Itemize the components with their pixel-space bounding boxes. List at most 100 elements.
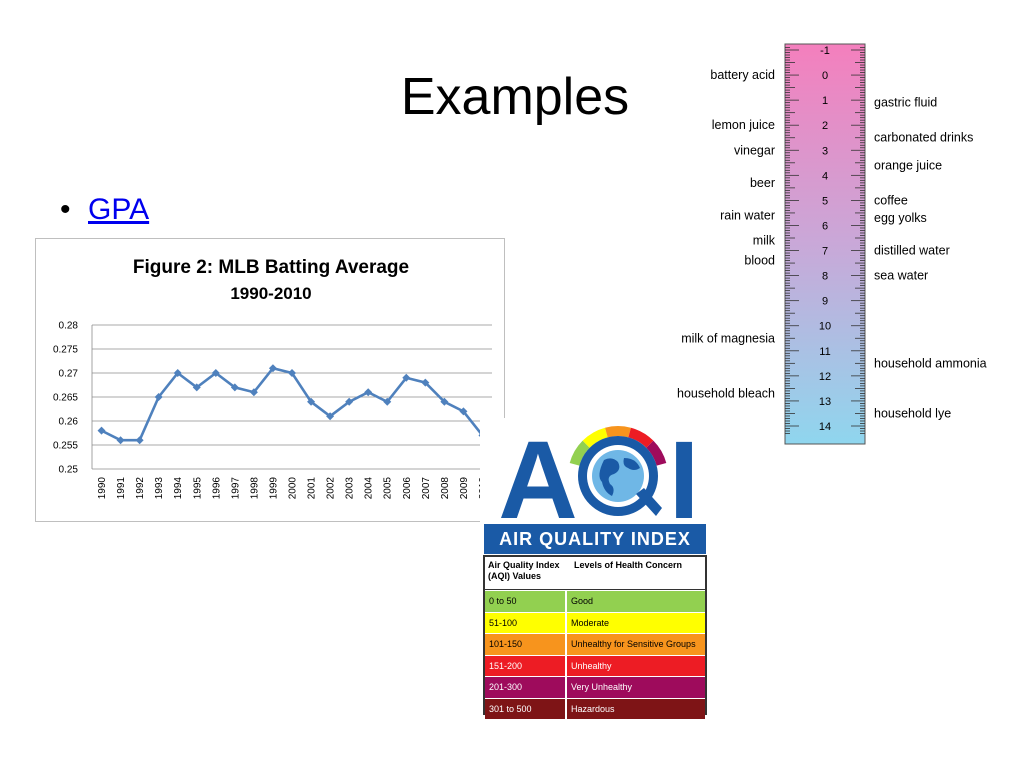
aqi-arc-segment <box>569 440 590 466</box>
aqi-logo-letter-a: A <box>498 419 577 524</box>
x-tick-label: 2000 <box>288 477 299 500</box>
data-point <box>154 393 163 401</box>
bullet-dot: • <box>60 193 71 226</box>
globe-continent-icon <box>599 458 620 496</box>
x-tick-label: 2007 <box>421 477 432 500</box>
data-point <box>97 426 106 435</box>
aqi-level-cell: Good <box>571 596 594 606</box>
chart-subtitle: 1990-2010 <box>230 284 311 303</box>
data-point <box>364 388 373 397</box>
x-tick-label: 1992 <box>135 477 146 500</box>
substance-label-right: household ammonia <box>874 356 987 370</box>
substance-label-right: gastric fluid <box>874 96 937 110</box>
aqi-level-cell: Very Unhealthy <box>571 682 633 692</box>
aqi-table: Air Quality Index (AQI) Values Levels of… <box>483 555 707 719</box>
aqi-range-cell: 151-200 <box>485 655 567 676</box>
data-point <box>383 397 392 406</box>
x-tick-label: 1994 <box>173 477 184 500</box>
data-point <box>268 364 277 373</box>
x-tick-label: 1997 <box>230 477 241 500</box>
substance-label-right: orange juice <box>874 158 942 172</box>
aqi-level-cell: Unhealthy for Sensitive Groups <box>571 639 696 649</box>
data-point <box>211 369 220 377</box>
x-tick-label: 2008 <box>440 477 451 500</box>
aqi-arc-segment <box>582 427 608 448</box>
aqi-range-cell: 51-100 <box>485 612 567 633</box>
data-point <box>440 397 449 406</box>
aqi-table-row: 201-300 Very Unhealthy <box>485 676 705 698</box>
x-tick-label: 2001 <box>307 477 318 500</box>
scale-number: 1 <box>822 95 828 107</box>
gpa-link[interactable]: GPA <box>88 193 150 226</box>
aqi-col-values: Air Quality Index (AQI) Values <box>488 560 560 581</box>
x-tick-label: 1999 <box>268 477 279 500</box>
aqi-table-row: 101-150 Unhealthy for Sensitive Groups <box>485 633 705 655</box>
data-point <box>307 397 316 406</box>
aqi-arc-segment <box>628 427 654 448</box>
x-tick-label: 1998 <box>249 477 260 500</box>
data-point <box>135 436 144 445</box>
aqi-range-cell: 101-150 <box>485 634 567 655</box>
aqi-table-row: 51-100 Moderate <box>485 611 705 633</box>
y-tick-label: 0.28 <box>59 321 79 332</box>
scale-number: 8 <box>822 271 828 283</box>
scale-number: 6 <box>822 220 828 232</box>
x-tick-label: 1991 <box>116 477 127 500</box>
x-tick-label: 2006 <box>402 477 413 500</box>
substance-label-right: distilled water <box>874 244 950 258</box>
substance-label-right: carbonated drinks <box>874 131 973 145</box>
scale-number: 10 <box>819 321 831 333</box>
substance-label-left: milk <box>753 234 776 248</box>
aqi-table-header: Air Quality Index (AQI) Values Levels of… <box>485 557 705 590</box>
substance-label-right: coffee <box>874 193 908 207</box>
x-tick-label: 1990 <box>97 477 108 500</box>
aqi-range-cell: 201-300 <box>485 677 567 698</box>
ph-bar <box>784 43 866 445</box>
y-tick-label: 0.265 <box>53 393 78 404</box>
aqi-table-row: 301 to 500 Hazardous <box>485 697 705 719</box>
y-tick-label: 0.255 <box>53 441 78 452</box>
scale-number: 11 <box>819 346 830 358</box>
scale-number: 5 <box>822 195 828 207</box>
substance-label-left: household bleach <box>677 386 775 400</box>
substance-label-left: vinegar <box>734 143 775 157</box>
aqi-table-row: 0 to 50 Good <box>485 590 705 612</box>
data-point <box>459 407 468 416</box>
aqi-table-row: 151-200 Unhealthy <box>485 654 705 676</box>
scale-number: 3 <box>822 145 828 157</box>
data-point <box>230 383 239 392</box>
scale-number: 12 <box>819 371 831 383</box>
globe-continent-icon <box>623 458 640 470</box>
data-point <box>249 388 258 397</box>
substance-label-left: beer <box>750 176 775 190</box>
substance-label-right: egg yolks <box>874 211 927 225</box>
aqi-range-cell: 0 to 50 <box>485 591 567 612</box>
aqi-banner: AIR QUALITY INDEX <box>484 524 706 554</box>
data-point <box>345 397 354 406</box>
substance-label-left: milk of magnesia <box>681 331 775 345</box>
data-point <box>192 383 201 392</box>
data-point <box>326 412 335 421</box>
aqi-col-concern: Levels of Health Concern <box>574 560 683 570</box>
aqi-logo-letter-i: I <box>669 419 700 524</box>
y-tick-label: 0.25 <box>59 465 79 476</box>
x-tick-label: 1995 <box>192 477 203 500</box>
ph-scale: -1 0 1 2 3 4 5 6 7 8 9 10 11 12 13 14 battery acid lemon … <box>660 40 1024 450</box>
data-point <box>173 369 182 377</box>
batting-chart-svg: Figure 2: MLB Batting Average 1990-2010 0.… <box>53 257 492 500</box>
scale-number: -1 <box>820 45 830 57</box>
x-tick-label: 2009 <box>459 477 470 500</box>
x-tick-label: 2003 <box>345 477 356 500</box>
scale-number: 7 <box>822 246 828 258</box>
scale-number: 13 <box>819 396 831 408</box>
x-tick-label: 2002 <box>326 477 337 500</box>
x-tick-label: 2004 <box>364 477 375 500</box>
x-tick-label: 1996 <box>211 477 222 500</box>
chart-title: Figure 2: MLB Batting Average <box>133 257 409 278</box>
aqi-level-cell: Moderate <box>571 617 610 628</box>
substance-label-right: household lye <box>874 406 951 420</box>
y-tick-label: 0.275 <box>53 345 78 356</box>
